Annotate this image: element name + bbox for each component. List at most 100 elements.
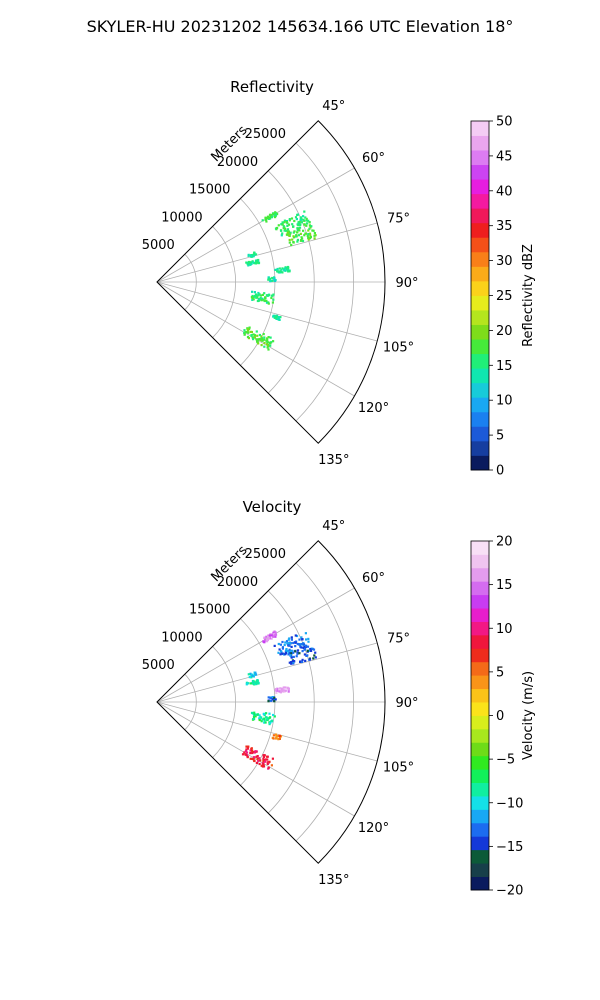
echo-gate [253, 251, 256, 255]
echo-gate [249, 752, 252, 755]
echo-gate [307, 233, 310, 236]
echo-gate [247, 328, 250, 331]
echo-gate [298, 638, 301, 641]
echo-gate [299, 232, 302, 235]
echo-gate [263, 636, 266, 639]
echo-gate [301, 658, 304, 661]
echo-gate [272, 298, 275, 301]
azimuth-tick-label: 75° [387, 631, 410, 646]
echo-gate [263, 299, 266, 302]
echo-gate [260, 764, 263, 767]
echo-gate [247, 745, 250, 748]
echo-gate [306, 649, 309, 652]
echo-gate [269, 336, 272, 339]
echo-gate [310, 647, 313, 650]
colorbar-label: Reflectivity dBZ [521, 244, 536, 347]
echo-gate [302, 218, 305, 221]
colorbar-tick-label: −10 [496, 796, 523, 811]
echo-gate [264, 218, 267, 222]
echo-gate [309, 234, 312, 237]
echo-gate [281, 223, 284, 226]
echo-gate [281, 267, 284, 270]
range-tick-label: 15000 [189, 603, 230, 618]
echo-gate [281, 232, 284, 235]
echo-gate [272, 340, 275, 343]
echo-gate [265, 340, 268, 343]
echo-gate [275, 315, 278, 318]
echo-gate [296, 231, 299, 234]
echo-gate [252, 758, 255, 761]
echo-gate [268, 712, 271, 715]
echo-gate [294, 650, 297, 653]
echo-gate [250, 334, 253, 337]
azimuth-gridline [156, 587, 355, 703]
colorbar-bin [471, 742, 489, 757]
echo-gate [265, 220, 268, 223]
colorbar-tick-label: 35 [496, 219, 513, 234]
echo-gate [309, 648, 312, 651]
echo-gate [288, 241, 291, 244]
echo-gate [310, 225, 313, 228]
echo-gate [258, 714, 261, 717]
echo-gate [256, 334, 259, 337]
echo-gate [248, 326, 251, 329]
echo-cluster [274, 265, 291, 274]
colorbar-bin [471, 397, 489, 413]
echo-cluster [261, 211, 279, 223]
echo-gate [261, 219, 264, 222]
echo-gate [249, 263, 252, 266]
reflectivity-panel: Reflectivity 45°60°75°90°105°120°135°500… [142, 78, 536, 479]
colorbar-bin [471, 280, 489, 296]
echo-gate [244, 753, 247, 756]
echo-gate [270, 764, 273, 767]
colorbar-bin [471, 769, 489, 784]
colorbar-tick-label: 0 [496, 464, 504, 479]
echo-gate [263, 717, 266, 720]
echo-gate [299, 223, 302, 226]
echo-gate [301, 660, 304, 663]
echo-gate [275, 735, 278, 738]
echo-gate [312, 657, 315, 660]
echo-gate [295, 640, 298, 643]
range-tick-label: 20000 [217, 155, 258, 170]
echo-gate [247, 673, 250, 676]
reflectivity-sector-plot: 45° 60° 75° 90° 105° 120° 135° 5000 10000 15000 20… [142, 99, 419, 468]
echo-gate [267, 696, 270, 699]
echo-gate [253, 713, 256, 716]
echo-gate [304, 232, 307, 235]
echo-gate [305, 654, 308, 657]
echo-gate [281, 271, 284, 274]
echo-gate [289, 652, 292, 655]
echo-gate [268, 277, 272, 280]
azimuth-tick-label: 90° [395, 276, 418, 291]
colorbar-tick-label: 45 [496, 149, 513, 164]
azimuth-gridline [156, 167, 355, 283]
azimuth-tick-label: 45° [322, 519, 345, 534]
echo-gate [244, 331, 247, 334]
echo-gate [286, 224, 289, 227]
echo-gate [290, 638, 293, 641]
echo-gate [303, 645, 306, 648]
echo-gate [268, 634, 271, 637]
echo-gate [305, 222, 309, 225]
colorbar-bin [471, 715, 489, 730]
colorbar-tick-label: −5 [496, 753, 515, 768]
echo-gate [255, 682, 258, 685]
echo-gate [262, 757, 265, 760]
echo-gate [287, 690, 290, 693]
echo-cluster [287, 644, 317, 665]
echo-gate [245, 683, 248, 686]
echo-gate [257, 294, 260, 297]
colorbar-tick-label: 30 [496, 254, 513, 269]
echo-gate [251, 751, 254, 755]
echo-gate [273, 696, 276, 700]
echo-gate [307, 229, 310, 232]
azimuth-tick-label: 120° [358, 821, 389, 836]
echo-gate [254, 750, 257, 753]
echo-gate [270, 634, 273, 637]
echo-gate [248, 676, 251, 679]
echo-gate [286, 230, 289, 233]
echo-gate [282, 686, 285, 689]
echo-gate [258, 757, 261, 760]
echo-gate [313, 237, 316, 240]
